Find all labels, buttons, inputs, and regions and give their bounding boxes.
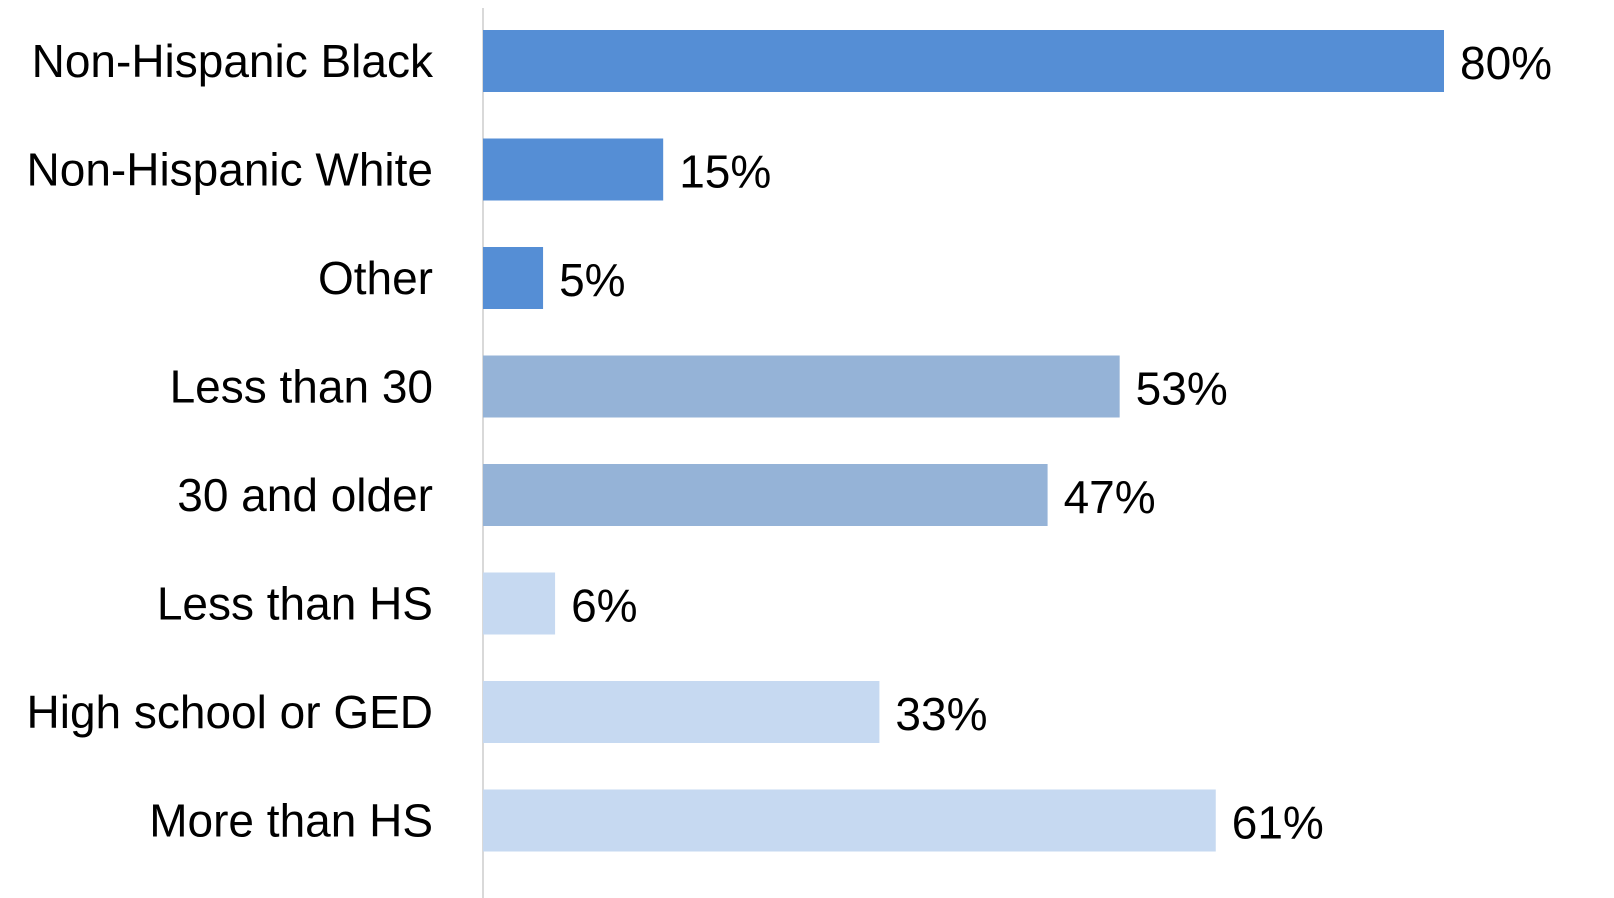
value-label-30-and-older: 47%	[1064, 471, 1156, 523]
value-label-less-than-hs: 6%	[571, 580, 637, 632]
category-label-other: Other	[318, 252, 433, 304]
bar-less-than-30	[483, 355, 1120, 418]
bar-non-hispanic-white	[483, 138, 664, 201]
value-label-less-than-30: 53%	[1136, 363, 1228, 415]
category-labels-group: Non-Hispanic Black Non-Hispanic White Othe…	[27, 35, 434, 847]
category-label-more-than-hs: More than HS	[149, 795, 433, 847]
bar-other	[483, 247, 544, 309]
category-label-high-school-or-ged: High school or GED	[27, 686, 434, 738]
bar-less-than-hs	[483, 572, 556, 635]
category-label-non-hispanic-white: Non-Hispanic White	[27, 144, 433, 196]
value-label-more-than-hs: 61%	[1232, 797, 1324, 849]
bar-30-and-older	[483, 464, 1048, 526]
bar-high-school-or-ged	[483, 681, 880, 743]
category-label-less-than-hs: Less than HS	[157, 578, 433, 630]
bar-non-hispanic-black	[483, 30, 1444, 92]
bar-more-than-hs	[483, 789, 1216, 852]
category-label-less-than-30: Less than 30	[170, 361, 433, 413]
bars-group	[483, 30, 1444, 852]
category-label-non-hispanic-black: Non-Hispanic Black	[32, 35, 434, 87]
value-label-other: 5%	[559, 254, 625, 306]
category-label-30-and-older: 30 and older	[177, 469, 433, 521]
value-label-non-hispanic-white: 15%	[679, 146, 771, 198]
value-label-non-hispanic-black: 80%	[1460, 37, 1552, 89]
value-labels-group: 80% 15% 5% 53% 47% 6% 33% 61%	[559, 37, 1552, 849]
value-label-high-school-or-ged: 33%	[895, 688, 987, 740]
